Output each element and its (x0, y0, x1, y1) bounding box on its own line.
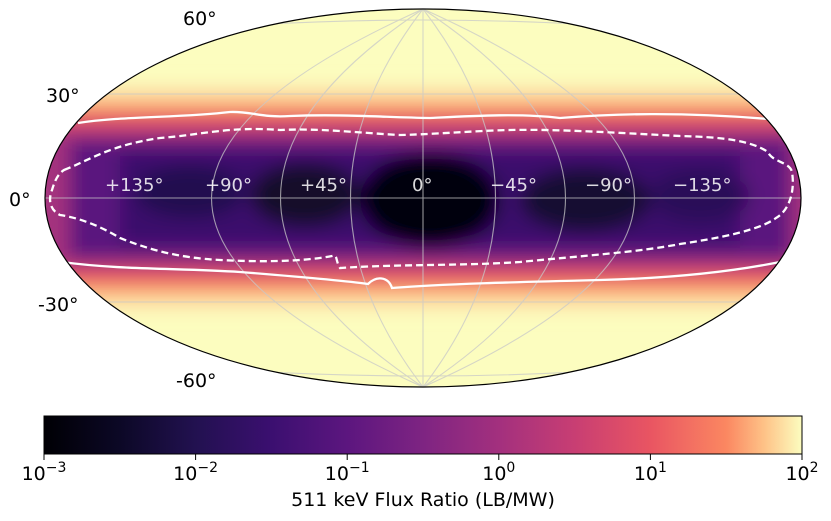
lon-label-45e: +45° (300, 175, 347, 196)
colorbar-title: 511 keV Flux Ratio (LB/MW) (291, 489, 555, 511)
lat-label-30n: 30° (46, 85, 80, 107)
lat-label-60s: -60° (176, 370, 217, 392)
map-boundary (44, 8, 802, 388)
dark-core-far-right (650, 170, 750, 222)
dark-core-right (520, 168, 650, 232)
dark-core-left (250, 163, 360, 227)
colorbar-gradient (43, 415, 803, 455)
lon-label-0: 0° (412, 175, 432, 196)
lon-label-135e: +135° (105, 175, 163, 196)
lon-grid-135e (210, 9, 424, 387)
contour-dashed (48, 127, 794, 270)
lat-label-30s: -30° (38, 294, 79, 316)
lat-label-0: 0° (9, 189, 31, 211)
lat-label-60n: 60° (183, 8, 217, 30)
lon-label-90e: +90° (205, 175, 252, 196)
lon-grid-90e (280, 9, 424, 387)
colorbar-tick-label-2: 10−1 (325, 460, 370, 485)
colorbar-tick-label-3: 100 (482, 460, 515, 485)
lon-grid-90w (422, 9, 566, 387)
colorbar: 10−3 10−2 10−1 100 101 102 511 keV Flux Ratio… (22, 415, 819, 511)
colorbar-tick-label-4: 101 (634, 460, 667, 485)
colorbar-tick-label-5: 102 (785, 460, 818, 485)
contours (48, 110, 794, 290)
latitude-labels: 60° 30° 0° -30° -60° (9, 8, 217, 392)
lon-label-135w: −135° (673, 175, 731, 196)
lon-label-90w: −90° (585, 175, 632, 196)
contour-solid-south (61, 260, 781, 290)
lon-grid-45e (349, 9, 424, 387)
colorbar-tick-label-0: 10−3 (22, 460, 67, 485)
dark-core-far-left (135, 166, 245, 218)
lon-label-45w: −45° (490, 175, 537, 196)
colorbar-ticks: 10−3 10−2 10−1 100 101 102 (22, 454, 819, 485)
dark-core-center (360, 152, 500, 248)
lon-grid-45w (422, 9, 497, 387)
contour-solid-north (77, 110, 781, 125)
lon-grid-135w (422, 9, 636, 387)
colorbar-tick-label-1: 10−2 (173, 460, 218, 485)
sky-map (45, 9, 801, 387)
longitude-labels: +135° +90° +45° 0° −45° −90° −135° (105, 175, 731, 196)
